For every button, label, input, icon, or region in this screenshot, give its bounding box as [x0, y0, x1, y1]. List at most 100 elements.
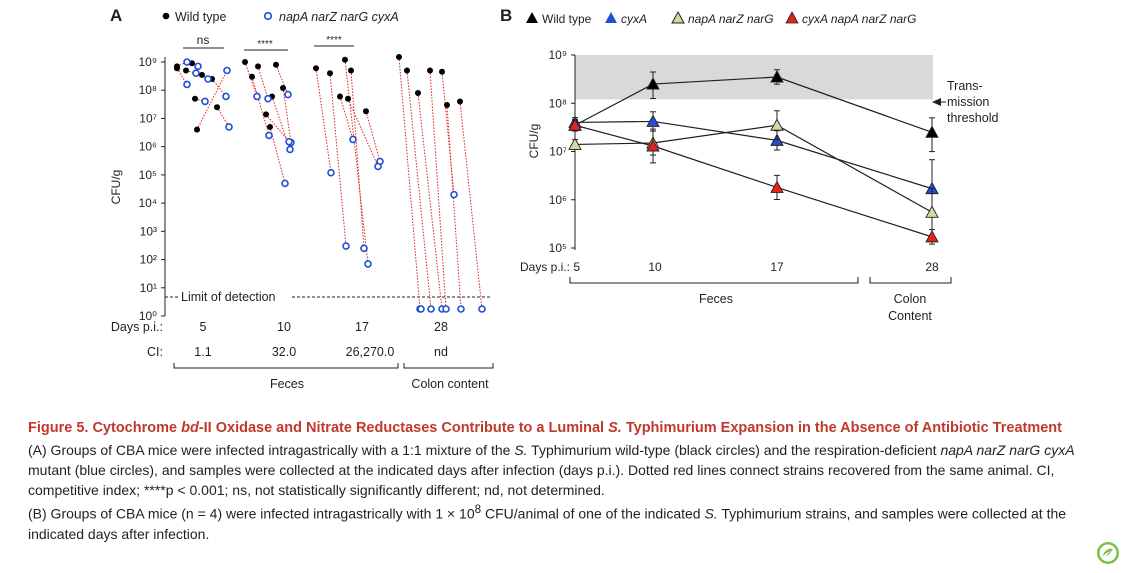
panel-b-letter: B [500, 6, 512, 25]
a-day-28: 28 [434, 320, 448, 334]
a-pair-link [417, 92, 443, 310]
a-day-10: 10 [277, 320, 291, 334]
a-point-wild-type [427, 67, 433, 74]
b-marker-cyxa-napa-narz-narg [770, 180, 784, 193]
b-days-label: Days p.i.: 5 [520, 260, 580, 274]
a-point-mutant [253, 92, 261, 101]
a-point-wild-type [192, 95, 198, 102]
a-point-wild-type [199, 71, 205, 78]
b-feces-label: Feces [699, 292, 733, 306]
a-point-mutant [183, 80, 191, 89]
a-pair-link [398, 56, 421, 310]
b-line-wild-type [574, 76, 933, 133]
sig-label-10: **** [257, 39, 273, 50]
threshold-label-1: Trans- [947, 79, 983, 93]
a-days-label: Days p.i.: [111, 320, 163, 334]
detection-label: Limit of detection [181, 290, 276, 304]
a-point-wild-type [396, 54, 402, 61]
a-pair-link [344, 59, 369, 264]
a-pair-link [350, 70, 365, 249]
a-colon-label: Colon content [411, 377, 489, 391]
a-points [174, 54, 486, 313]
a-point-mutant [478, 305, 486, 313]
a-point-mutant [327, 168, 335, 177]
a-point-mutant [442, 305, 450, 313]
a-point-mutant [194, 62, 202, 71]
a-pair-link [406, 70, 432, 310]
b-colon-bracket [869, 277, 952, 284]
a-point-wild-type [249, 73, 255, 80]
legend-wt-label: Wild type [175, 10, 226, 24]
b-markers [568, 69, 939, 245]
legend-b-cyxa-marker [605, 12, 617, 23]
a-point-wild-type [273, 61, 279, 68]
b-feces-bracket [569, 277, 859, 284]
a-pair-link [251, 76, 270, 136]
a-pair-link [446, 104, 462, 310]
threshold-label-3: threshold [947, 111, 998, 125]
a-point-mutant [264, 94, 272, 103]
a-pair-link [329, 73, 347, 247]
b-ytick-label: 10⁸ [549, 96, 567, 110]
figure-5: A Wild type napA narZ narG cyxA ns **** … [109, 6, 998, 391]
b-series-lines [574, 76, 933, 238]
a-point-mutant [204, 75, 212, 83]
a-point-mutant [265, 131, 273, 140]
a-point-wild-type [337, 93, 343, 100]
a-ylabel: CFU/g [109, 170, 123, 205]
a-point-wild-type [439, 68, 445, 75]
a-point-wild-type [363, 108, 369, 115]
transmission-threshold-band [575, 55, 933, 100]
b-ytick-label: 10⁶ [549, 193, 567, 207]
a-point-mutant [286, 145, 294, 154]
b-colon-label-1: Colon [894, 292, 927, 306]
a-ci-10: 32.0 [272, 345, 296, 359]
a-point-mutant [374, 162, 382, 171]
a-pair-link [365, 111, 381, 162]
a-pair-link [339, 96, 354, 140]
a-ytick-label: 10⁰ [139, 309, 157, 323]
a-ytick-label: 10⁹ [139, 55, 158, 69]
a-point-wild-type [348, 67, 354, 74]
a-day-5: 5 [200, 320, 207, 334]
a-point-mutant [225, 123, 233, 131]
legend-b-quad-label: cyxA napA narZ narG [802, 12, 917, 26]
a-point-mutant [360, 244, 368, 253]
legend-b-nap-label: napA narZ narG [688, 12, 774, 26]
b-ytick-label: 10⁷ [549, 145, 567, 159]
b-marker-wild-type [646, 77, 660, 90]
a-point-mutant [417, 305, 425, 313]
a-colon-bracket [403, 363, 494, 369]
b-marker-cyxa-napa-narz-narg [925, 229, 939, 243]
panel-a-letter: A [110, 6, 122, 25]
a-ytick-label: 10⁸ [139, 83, 157, 97]
a-point-wild-type [342, 56, 348, 63]
a-point-wild-type [183, 67, 189, 74]
a-ytick-label: 10⁶ [139, 140, 157, 154]
a-point-wild-type [457, 98, 463, 105]
a-point-wild-type [327, 70, 333, 77]
a-point-wild-type [214, 104, 220, 111]
a-point-mutant [223, 66, 231, 75]
a-point-mutant [285, 137, 293, 146]
b-marker-wild-type [770, 70, 784, 83]
a-point-wild-type [313, 65, 319, 72]
legend-b-quad-marker [785, 11, 799, 24]
a-ytick-label: 10² [140, 253, 157, 267]
a-point-mutant [281, 179, 289, 188]
threshold-label-2: mission [947, 95, 989, 109]
figure-caption: Figure 5. Cytochrome bd-II Oxidase and N… [28, 418, 1088, 544]
a-point-wild-type [255, 63, 261, 70]
caption-panel-a: (A) Groups of CBA mice were infected int… [28, 442, 1075, 498]
b-colon-label-2: Content [888, 309, 932, 323]
panel-b: B Wild type cyxA napA narZ narG cyxA nap… [500, 6, 998, 323]
sig-label-5: ns [197, 33, 210, 47]
a-point-wild-type [404, 67, 410, 74]
a-day-17: 17 [355, 320, 369, 334]
a-point-mutant [183, 58, 191, 66]
b-line-cyxa [574, 120, 933, 190]
a-point-wild-type [280, 84, 286, 91]
b-marker-napa-narz-narg [925, 205, 939, 218]
a-ytick-label: 10³ [140, 224, 157, 238]
b-ylabel: CFU/g [527, 124, 541, 159]
